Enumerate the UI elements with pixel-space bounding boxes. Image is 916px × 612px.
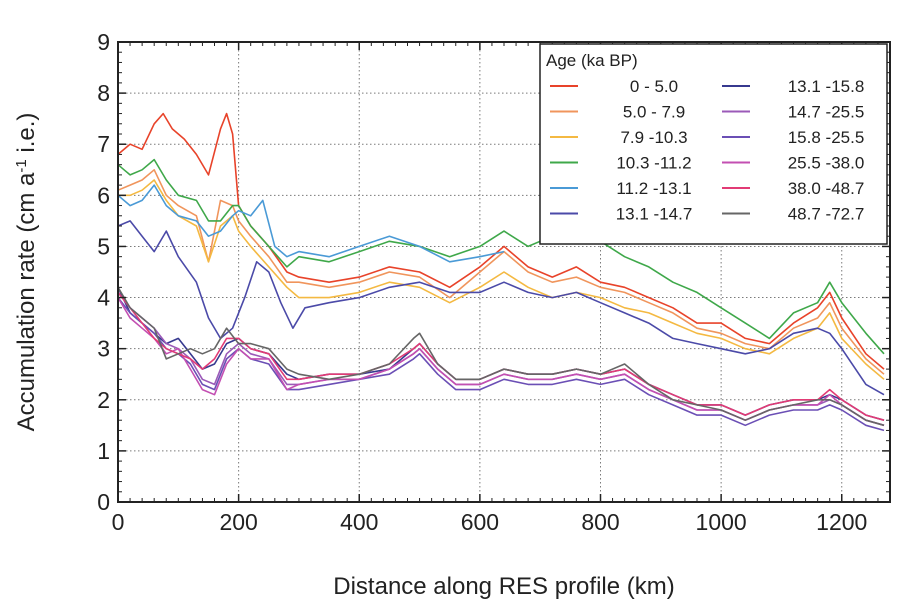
y-axis-label-suffix: i.e.) (13, 113, 40, 160)
series-line-6 (117, 220, 885, 396)
x-tick-label: 400 (340, 509, 378, 535)
legend-label: 5.0 - 7.9 (623, 103, 685, 122)
legend: Age (ka BP) 0 - 5.0 5.0 - 7.9 7.9 -10.3 10.3… (539, 43, 888, 245)
y-tick-label: 3 (97, 336, 110, 362)
series-line-5 (117, 184, 505, 263)
x-tick-label: 800 (581, 509, 619, 535)
y-tick-label: 7 (97, 131, 110, 157)
y-tick-label: 5 (97, 233, 110, 259)
x-tick-label: 600 (461, 509, 499, 535)
legend-label: 11.2 -13.1 (616, 179, 691, 198)
y-tick-label: 2 (97, 387, 110, 413)
y-tick-label: 1 (97, 438, 110, 464)
legend-label: 10.3 -11.2 (616, 154, 691, 173)
x-tick-label: 200 (219, 509, 257, 535)
x-tick-label: 1200 (816, 509, 867, 535)
series-line-4 (117, 158, 885, 355)
y-tick-label: 6 (97, 182, 110, 208)
y-tick-label: 9 (97, 29, 110, 55)
legend-title: Age (ka BP) (546, 51, 638, 70)
y-axis-label-superscript: -1 (13, 159, 30, 172)
legend-label: 7.9 -10.3 (620, 128, 687, 147)
axis-ticks: 0 200 400 600 800 1000 1200 0 1 2 3 4 5 6 7 8 9 (97, 29, 891, 535)
y-tick-label: 4 (97, 285, 110, 311)
series-line-3 (118, 179, 885, 380)
legend-box (539, 43, 888, 245)
series-line-1 (117, 112, 885, 370)
y-tick-label: 8 (97, 80, 110, 106)
legend-label: 38.0 -48.7 (788, 179, 865, 198)
series-line-12 (117, 286, 885, 427)
legend-label: 14.7 -25.5 (788, 103, 865, 122)
legend-label: 48.7 -72.7 (788, 205, 865, 224)
legend-label: 13.1 -15.8 (788, 77, 865, 96)
legend-label: 13.1 -14.7 (616, 205, 693, 224)
series-line-9 (117, 297, 885, 432)
x-axis-label: Distance along RES profile (km) (333, 573, 674, 600)
series-line-2 (117, 169, 885, 375)
y-tick-label: 0 (97, 489, 110, 515)
legend-label: 15.8 -25.5 (788, 128, 865, 147)
legend-label: 0 - 5.0 (630, 77, 678, 96)
y-axis-label: Accumulation rate (cm a-1 i.e.) (13, 113, 41, 432)
x-tick-label: 1000 (696, 509, 747, 535)
legend-label: 25.5 -38.0 (788, 154, 865, 173)
x-tick-label: 0 (112, 509, 125, 535)
series-group (117, 112, 885, 432)
y-axis-label-prefix: Accumulation rate (cm a (13, 172, 40, 431)
